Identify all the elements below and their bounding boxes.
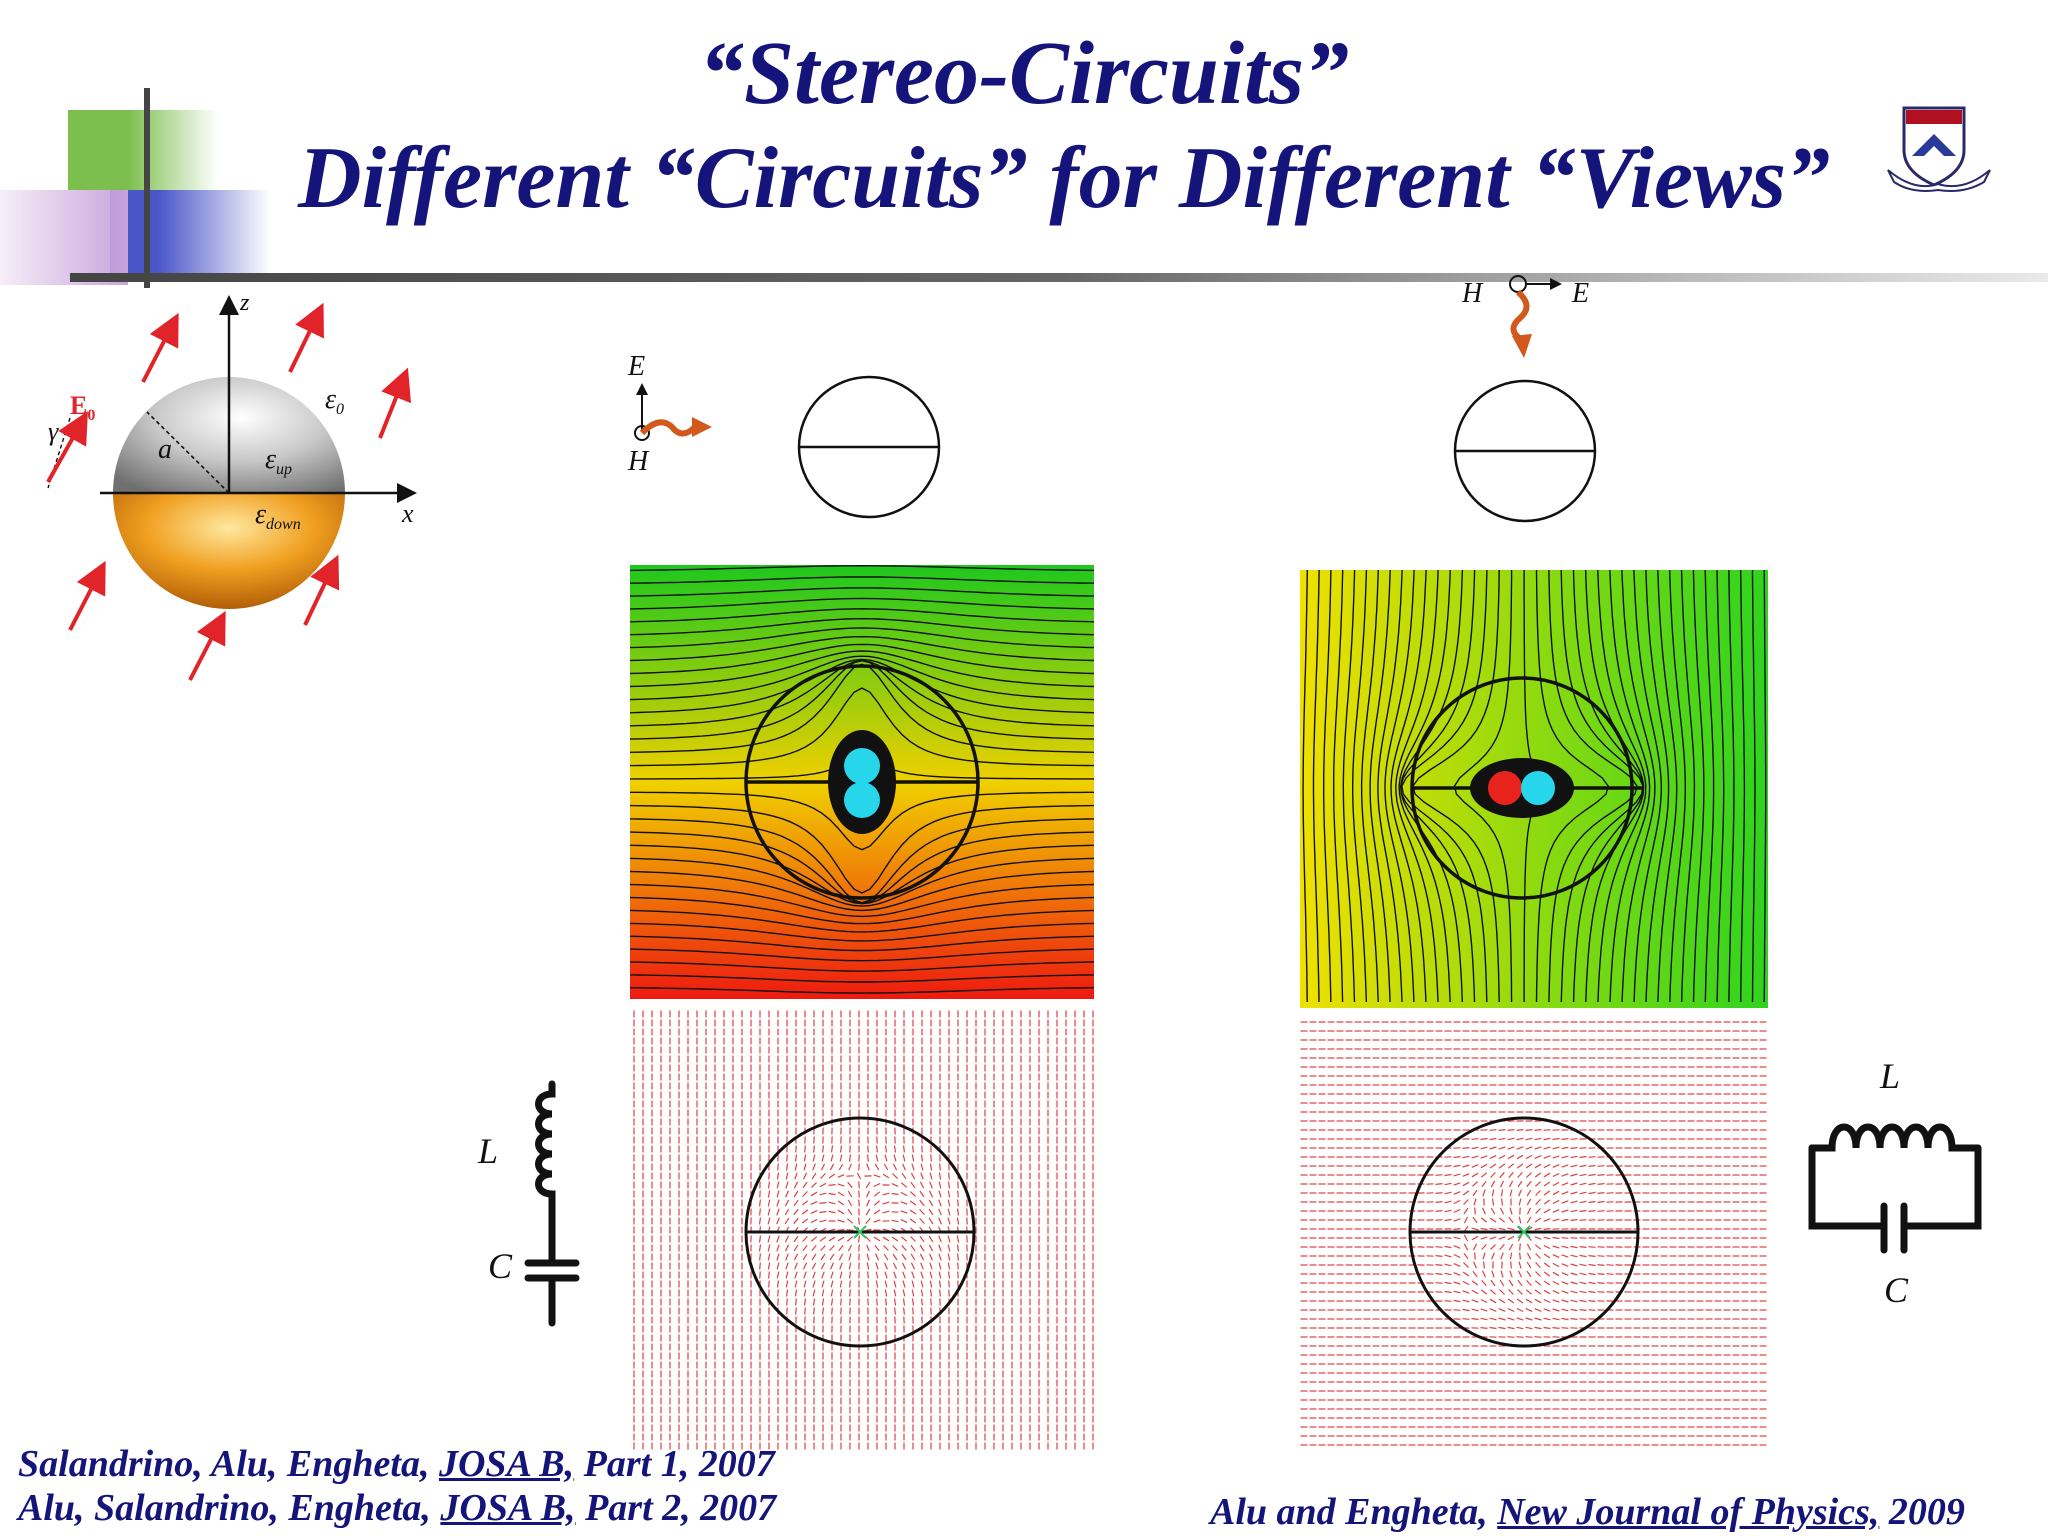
header-decoration bbox=[0, 0, 2048, 300]
sphere-lower-half bbox=[113, 493, 345, 609]
left-vector-field-map bbox=[630, 1010, 1094, 1450]
dipole-charge-lower bbox=[844, 782, 880, 818]
left-potential-map bbox=[630, 565, 1094, 999]
eps-down-label: εdown bbox=[255, 499, 301, 533]
left-h-label: H bbox=[627, 446, 650, 477]
slide-title: “Stereo-Circuits” bbox=[698, 24, 1350, 123]
citation-3-journal-link[interactable]: New Journal of Physics, bbox=[1497, 1491, 1880, 1533]
left-e-label: E bbox=[627, 351, 645, 382]
angle-reference-line bbox=[47, 417, 71, 489]
right-potential-map bbox=[1300, 570, 1768, 1008]
parallel-lc-circuit: L C bbox=[1808, 1056, 1982, 1310]
horizontal-rule bbox=[70, 273, 2048, 282]
citation-1-journal-link[interactable]: JOSA B, bbox=[438, 1443, 575, 1485]
right-e-label: E bbox=[1571, 278, 1589, 309]
parallel-inductor-label: L bbox=[1879, 1056, 1900, 1096]
citation-3: Alu and Engheta, New Journal of Physics,… bbox=[1210, 1491, 1965, 1533]
gamma-label: γ bbox=[48, 417, 59, 446]
vertical-rule bbox=[144, 88, 150, 288]
eps0-label: ε0 bbox=[325, 384, 344, 418]
series-lc-circuit: L C bbox=[477, 1080, 580, 1327]
dipole-charge-upper bbox=[844, 748, 880, 784]
left-incidence-icon: E H bbox=[627, 351, 712, 477]
sphere-diagram: z x E0 γ a ε0 εup εdown bbox=[46, 290, 417, 681]
eps-up-label: εup bbox=[265, 444, 292, 478]
right-vector-field-map bbox=[1300, 1018, 1768, 1454]
z-axis-label: z bbox=[239, 290, 250, 316]
dipole-charge-negative bbox=[1488, 771, 1522, 805]
dipole-charge-positive bbox=[1521, 771, 1555, 805]
green-block bbox=[68, 110, 218, 190]
citation-2-journal-link[interactable]: JOSA B, bbox=[440, 1487, 576, 1529]
parallel-capacitor-label: C bbox=[1884, 1270, 1909, 1310]
x-axis-label: x bbox=[401, 499, 414, 528]
right-incidence-icon: H E bbox=[1462, 275, 1589, 358]
university-crest-icon bbox=[1887, 106, 1991, 192]
left-view-circle bbox=[797, 375, 941, 519]
slide-subtitle: Different “Circuits” for Different “View… bbox=[298, 130, 1830, 227]
series-capacitor-label: C bbox=[488, 1246, 513, 1286]
right-h-label: H bbox=[1462, 278, 1484, 309]
e0-label: E0 bbox=[70, 391, 95, 424]
lilac-block bbox=[0, 190, 128, 285]
series-inductor-label: L bbox=[477, 1131, 498, 1171]
right-view-circle bbox=[1453, 379, 1597, 523]
citation-2: Alu, Salandrino, Engheta, JOSA B, Part 2… bbox=[18, 1487, 777, 1529]
blue-block bbox=[110, 190, 270, 275]
citation-1: Salandrino, Alu, Engheta, JOSA B, Part 1… bbox=[18, 1443, 775, 1485]
radius-line bbox=[146, 411, 230, 494]
incident-field-arrows bbox=[46, 302, 412, 681]
radius-label: a bbox=[158, 434, 172, 465]
